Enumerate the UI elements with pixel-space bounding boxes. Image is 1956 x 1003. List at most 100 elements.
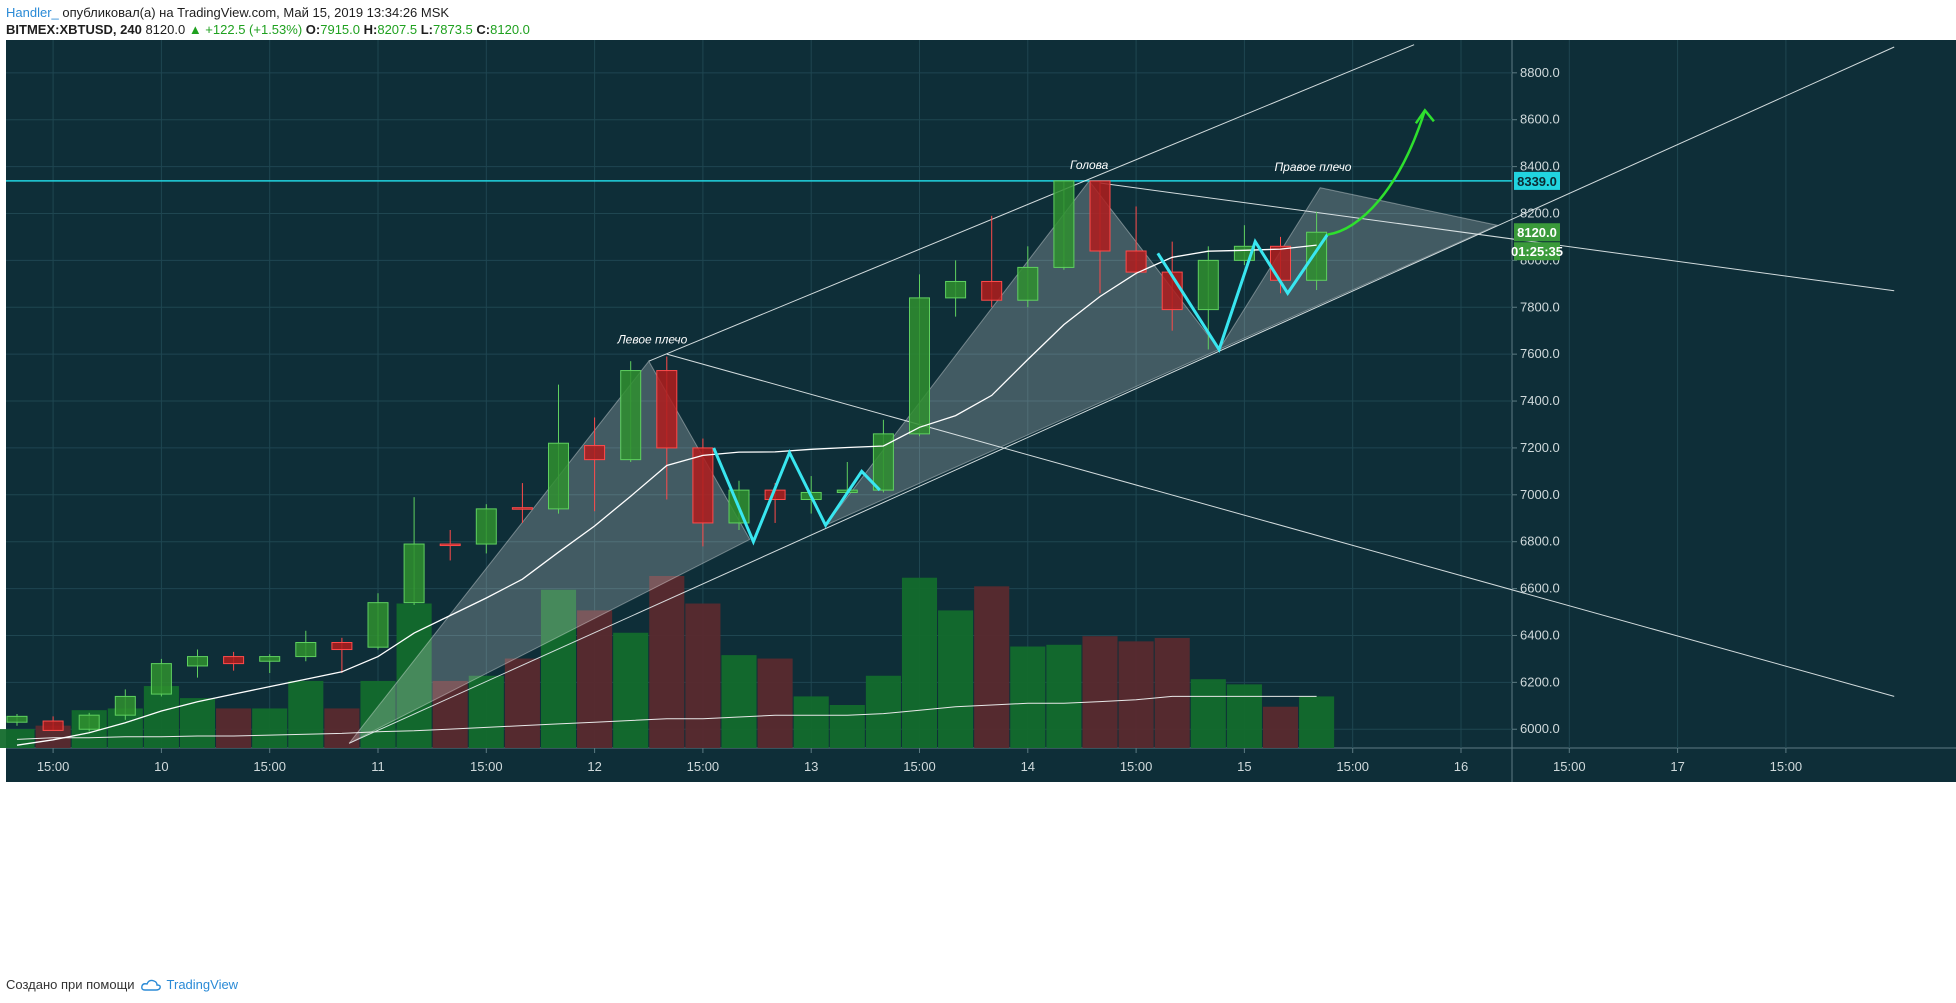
candle-body — [548, 442, 569, 510]
ohlc-legend: BITMEX:XBTUSD, 240 8120.0 ▲ +122.5 (+1.5… — [6, 22, 530, 37]
volume-bar — [901, 577, 938, 748]
time-tick-label: 10 — [154, 759, 168, 774]
volume-bar — [649, 576, 685, 748]
publish-text: опубликовал(а) на TradingView.com, Май 1… — [62, 5, 450, 20]
volume-bar — [577, 610, 613, 748]
volume-bar — [1226, 684, 1262, 748]
time-tick-label: 16 — [1454, 759, 1468, 774]
candle-body — [259, 656, 281, 662]
volume-bar — [1154, 637, 1190, 748]
time-tick-label: 15:00 — [1770, 759, 1803, 774]
price-axis-background — [1512, 40, 1956, 748]
last-price: 8120.0 — [145, 22, 186, 37]
tradingview-link[interactable]: TradingView — [166, 977, 239, 992]
candle-body — [945, 280, 967, 299]
time-tick-label: 15:00 — [470, 759, 503, 774]
candle-body — [656, 370, 678, 449]
last-price-label: 8120.0 — [1517, 225, 1557, 240]
price-tick-label: 6200.0 — [1520, 674, 1560, 689]
price-tick-label: 7800.0 — [1520, 299, 1560, 314]
candle-body — [187, 656, 208, 667]
time-tick-label: 15:00 — [903, 759, 936, 774]
volume-bar — [540, 589, 577, 748]
trend-line-2 — [348, 46, 1895, 744]
candle-body — [1017, 266, 1039, 301]
volume-bar — [1118, 641, 1154, 748]
resistance-price-badge — [1514, 171, 1560, 190]
low-value: 7873.5 — [433, 22, 473, 37]
volume-bar — [324, 708, 360, 748]
volume-bar — [1262, 706, 1299, 748]
countdown-label: 01:25:35 — [1511, 244, 1563, 259]
time-tick-label: 15:00 — [687, 759, 720, 774]
volume-average-line — [16, 695, 1317, 740]
volume-bar — [793, 696, 829, 748]
candle-body — [439, 543, 461, 547]
candle-body — [403, 543, 425, 604]
candle-body — [692, 447, 714, 524]
resistance-price-label: 8339.0 — [1517, 174, 1557, 189]
time-tick-label: 14 — [1021, 759, 1035, 774]
price-tick-label: 8200.0 — [1520, 205, 1560, 220]
time-tick-label: 15:00 — [1336, 759, 1369, 774]
price-tick-label: 6600.0 — [1520, 581, 1560, 596]
volume-bar — [360, 680, 396, 748]
volume-bar — [721, 655, 757, 748]
moving-average-line — [16, 244, 1317, 746]
publish-info: Handler_ опубликовал(а) на TradingView.c… — [6, 5, 449, 20]
candle-body — [1125, 250, 1147, 273]
pattern-annotation-label: Правое плечо — [1274, 160, 1351, 174]
candle-body — [6, 715, 28, 723]
volume-bar — [504, 658, 540, 748]
volume-bar — [1299, 696, 1335, 748]
time-tick-label: 17 — [1670, 759, 1684, 774]
time-tick-label: 15:00 — [37, 759, 70, 774]
pattern-zigzag-1 — [712, 447, 881, 546]
candle-body — [511, 507, 533, 510]
candle-body — [223, 656, 245, 665]
time-tick-label: 12 — [587, 759, 601, 774]
candle-body — [620, 370, 642, 461]
time-tick-label: 15:00 — [253, 759, 286, 774]
price-tick-label: 7000.0 — [1520, 487, 1560, 502]
trend-line-1 — [648, 44, 1415, 362]
time-tick-label: 15:00 — [1553, 759, 1586, 774]
open-label: O: — [305, 22, 321, 37]
volume-bar — [216, 708, 252, 748]
price-tick-label: 7200.0 — [1520, 440, 1560, 455]
volume-bar — [1190, 679, 1226, 748]
time-tick-label: 15:00 — [1120, 759, 1153, 774]
high-label: H: — [363, 22, 378, 37]
last-price-badge — [1514, 223, 1560, 242]
candle-body — [331, 642, 353, 651]
close-value: 8120.0 — [490, 22, 530, 37]
volume-bar — [179, 698, 216, 748]
candle-body — [475, 508, 497, 545]
countdown-badge — [1514, 242, 1560, 261]
price-tick-label: 8400.0 — [1520, 159, 1560, 174]
candle-body — [981, 280, 1003, 301]
shoulder-triangle-3 — [1217, 187, 1499, 351]
price-tick-label: 8600.0 — [1520, 112, 1560, 127]
author-link[interactable]: Handler_ — [6, 5, 59, 20]
volume-bar — [757, 658, 793, 748]
candle-body — [114, 695, 136, 716]
candle-body — [1089, 180, 1111, 252]
price-tick-label: 6800.0 — [1520, 534, 1560, 549]
symbol-label: BITMEX:XBTUSD, 240 — [6, 22, 142, 37]
time-tick-label: 13 — [804, 759, 818, 774]
candle-body — [150, 663, 172, 695]
pattern-zigzag-2 — [1156, 233, 1329, 353]
candle-body — [1053, 180, 1075, 268]
open-value: 7915.0 — [320, 22, 360, 37]
price-chart[interactable]: 8800.08600.08400.08200.08000.07800.07600… — [0, 40, 1956, 970]
volume-bar — [468, 675, 504, 748]
time-axis-background — [6, 748, 1956, 782]
created-with-text: Создано при помощи — [6, 977, 135, 992]
projection-arrow — [1327, 109, 1427, 236]
candle-body — [909, 297, 930, 435]
trend-line-3 — [666, 353, 1895, 697]
volume-bar — [685, 603, 721, 748]
time-tick-label: 15 — [1237, 759, 1251, 774]
candle-body — [1270, 245, 1291, 281]
